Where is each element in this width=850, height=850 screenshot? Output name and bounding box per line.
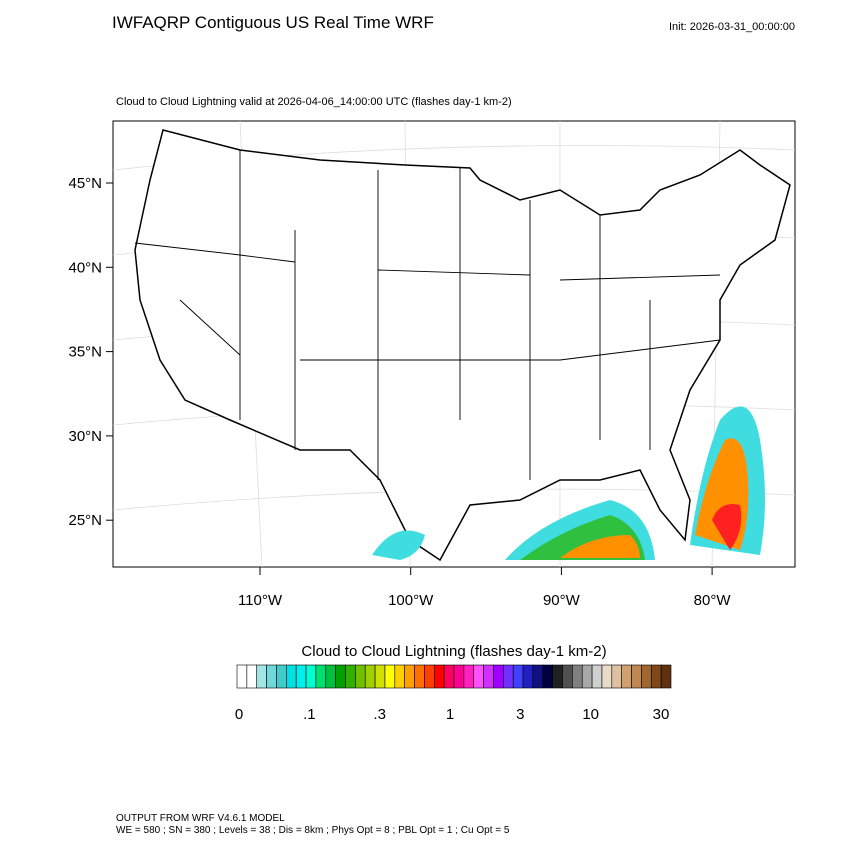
colorbar-box (601, 664, 613, 689)
colorbar-label: 0 (235, 706, 243, 723)
map-subtitle: Cloud to Cloud Lightning valid at 2026-0… (116, 96, 512, 108)
lon-label: 110°W (238, 592, 283, 609)
colorbar-box (325, 664, 336, 689)
colorbar-box (295, 664, 307, 689)
colorbar-box (641, 664, 652, 689)
colorbar-box (335, 664, 346, 689)
map (112, 120, 796, 568)
colorbar-box (562, 664, 573, 689)
colorbar-box (503, 664, 514, 689)
colorbar-box (463, 664, 475, 689)
colorbar-box (266, 664, 277, 689)
colorbar-box (345, 664, 356, 689)
colorbar-box (355, 664, 366, 689)
colorbar-box (581, 664, 593, 689)
lat-label: 40°N (68, 259, 102, 276)
lon-label: 100°W (388, 592, 434, 609)
colorbar-box (394, 664, 405, 689)
colorbar-box (473, 664, 484, 689)
colorbar-box (522, 664, 534, 689)
us-outline (134, 129, 791, 562)
footer-line: OUTPUT FROM WRF V4.6.1 MODEL (116, 813, 285, 824)
colorbar-label: .1 (303, 706, 316, 723)
lat-label: 25°N (68, 512, 102, 529)
colorbar-label: 1 (446, 706, 454, 723)
lat-label: 45°N (68, 175, 102, 192)
colorbar-box (572, 664, 583, 689)
colorbar-box (305, 664, 317, 689)
colorbar-box (512, 664, 524, 689)
colorbar-box (443, 664, 455, 689)
colorbar-box (236, 664, 248, 689)
colorbar-box (453, 664, 465, 689)
lon-label: 80°W (694, 592, 732, 609)
colorbar-box (246, 664, 258, 689)
lat-label: 35°N (68, 344, 102, 361)
lat-label: 30°N (68, 428, 102, 445)
colorbar-box (384, 664, 396, 689)
colorbar-box (621, 664, 632, 689)
colorbar-box (552, 664, 563, 689)
colorbar-title: Cloud to Cloud Lightning (flashes day-1 … (301, 643, 606, 660)
colorbar-label: 3 (516, 706, 524, 723)
colorbar-box (286, 664, 297, 689)
colorbar-box (650, 664, 662, 689)
lightning-field (372, 406, 765, 560)
colorbar-box (256, 664, 267, 689)
init-time: Init: 2026-03-31_00:00:00 (669, 21, 795, 33)
colorbar-label: 30 (653, 706, 670, 723)
colorbar-box (611, 664, 622, 689)
colorbar-label: 10 (582, 706, 599, 723)
colorbar-box (424, 664, 435, 689)
state-lines (134, 150, 721, 480)
colorbar-box (631, 664, 642, 689)
colorbar-box (374, 664, 386, 689)
colorbar-box (660, 664, 672, 689)
colorbar-box (414, 664, 425, 689)
colorbar-box (404, 664, 415, 689)
colorbar-box (532, 664, 544, 689)
lon-label: 90°W (543, 592, 581, 609)
colorbar-box (493, 664, 504, 689)
colorbar-box (591, 664, 603, 689)
title: IWFAQRP Contiguous US Real Time WRF (112, 13, 434, 32)
colorbar-box (483, 664, 494, 689)
colorbar-box (542, 664, 553, 689)
colorbar-box (315, 664, 327, 689)
colorbar-label: .3 (373, 706, 386, 723)
colorbar-box (364, 664, 376, 689)
colorbar-box (433, 664, 445, 689)
colorbar-box (276, 664, 287, 689)
footer-line: WE = 580 ; SN = 380 ; Levels = 38 ; Dis … (116, 825, 510, 836)
